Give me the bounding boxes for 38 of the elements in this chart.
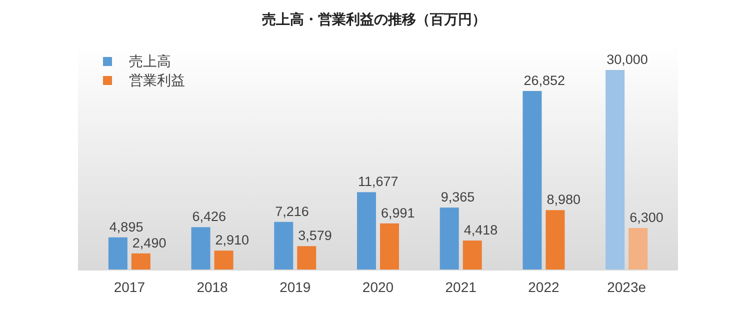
bar bbox=[357, 192, 376, 270]
data-label: 7,216 bbox=[275, 204, 309, 219]
bar bbox=[191, 227, 210, 270]
bar bbox=[440, 208, 459, 270]
data-label: 4,895 bbox=[109, 219, 144, 234]
legend-label: 営業利益 bbox=[129, 72, 185, 88]
data-label: 6,300 bbox=[630, 210, 664, 225]
data-label: 4,418 bbox=[464, 222, 498, 238]
data-label: 2,490 bbox=[132, 235, 166, 250]
data-label: 11,677 bbox=[358, 174, 398, 190]
data-label: 9,365 bbox=[440, 190, 475, 205]
data-label: 8,980 bbox=[546, 192, 581, 208]
bar bbox=[297, 246, 316, 270]
x-tick-label: 2018 bbox=[196, 279, 228, 295]
bar bbox=[108, 237, 128, 270]
x-tick-label: 2021 bbox=[445, 279, 477, 295]
x-tick-label: 2023e bbox=[607, 279, 646, 295]
chart-title: 売上高・営業利益の推移（百万円） bbox=[262, 11, 486, 27]
data-label: 30,000 bbox=[606, 52, 648, 67]
bar bbox=[522, 90, 542, 270]
data-label: 6,426 bbox=[192, 209, 226, 224]
bar bbox=[214, 250, 234, 270]
bar bbox=[131, 253, 150, 270]
bar bbox=[380, 223, 399, 270]
bar bbox=[606, 70, 625, 270]
bar bbox=[546, 210, 565, 270]
bar bbox=[462, 240, 482, 270]
x-tick-label: 2020 bbox=[362, 279, 394, 295]
bar bbox=[274, 222, 294, 270]
data-label: 6,991 bbox=[381, 205, 415, 220]
data-label: 2,910 bbox=[215, 232, 250, 248]
x-tick-label: 2022 bbox=[528, 279, 560, 295]
x-tick-label: 2019 bbox=[280, 279, 311, 295]
x-tick-label: 2017 bbox=[114, 279, 146, 295]
bar bbox=[628, 228, 648, 270]
data-label: 26,852 bbox=[524, 72, 566, 88]
data-label: 3,579 bbox=[298, 228, 332, 244]
legend-label: 売上高 bbox=[129, 53, 171, 69]
